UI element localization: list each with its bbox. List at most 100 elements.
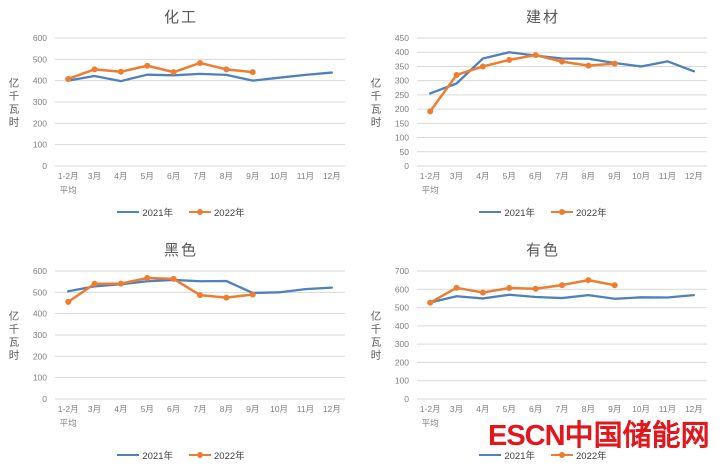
x-tick-label: 3月 bbox=[88, 171, 101, 181]
chart-plot-area: 0 50 100 150 200 250 300 350 400 450 1-2月 3月 4月 5月 6月 7… bbox=[371, 33, 707, 195]
x-tick-label: 9月 bbox=[608, 404, 621, 414]
x-tick-label: 3月 bbox=[450, 404, 463, 414]
y-axis-title-char: 千 bbox=[371, 91, 382, 103]
y-tick-label: 300 bbox=[395, 76, 409, 86]
series-line-2022年 bbox=[428, 53, 616, 113]
chart-nonferrous: 有色 0 100 200 300 400 500 600 700 1-2月 3月 4月 5月 6月 7月 8… bbox=[362, 233, 724, 466]
x-tick-label: 8月 bbox=[582, 404, 595, 414]
x-tick-label: 9月 bbox=[608, 171, 621, 181]
watermark-latin-text: ESCN bbox=[488, 420, 566, 452]
series-marker-2022年 bbox=[117, 280, 124, 287]
series-marker-2022年 bbox=[65, 298, 72, 305]
legend-line-2021-icon bbox=[479, 453, 502, 457]
series-line-2021年 bbox=[429, 293, 695, 304]
x-tick-label: 8月 bbox=[220, 171, 233, 181]
series-marker-2022年 bbox=[249, 69, 256, 76]
y-tick-label: 600 bbox=[395, 284, 409, 294]
y-tick-label: 500 bbox=[33, 287, 47, 297]
legend-label-2021: 2021年 bbox=[142, 451, 173, 462]
x-tick-label: 6月 bbox=[167, 404, 180, 414]
x-tick-label: 10月 bbox=[632, 404, 650, 414]
legend-line-2022-icon bbox=[189, 452, 211, 458]
legend-line-2021-icon bbox=[479, 210, 502, 214]
y-tick-label: 400 bbox=[395, 47, 409, 57]
y-tick-label: 450 bbox=[395, 33, 409, 43]
legend-line-2021-icon bbox=[117, 210, 140, 214]
legend-item-2022: 2022年 bbox=[551, 448, 607, 462]
x-tick-label-second-line: 平均 bbox=[422, 418, 439, 428]
x-tick-label: 4月 bbox=[476, 404, 489, 414]
y-axis-title-char: 瓦 bbox=[371, 104, 382, 116]
series-marker-2022年 bbox=[117, 68, 124, 75]
series-marker-2022年 bbox=[170, 275, 177, 282]
y-tick-label: 0 bbox=[404, 161, 409, 171]
series-marker-2022年 bbox=[585, 62, 592, 69]
chart-title: 有色 bbox=[525, 242, 560, 259]
x-tick-label: 4月 bbox=[114, 171, 127, 181]
y-tick-label: 300 bbox=[33, 330, 47, 340]
x-tick-label: 3月 bbox=[88, 404, 101, 414]
y-axis-title-char: 千 bbox=[371, 324, 382, 336]
chart-chemical: 化工 0 100 200 300 400 500 600 1-2月 3月 4月 5月 6月 7月 8月 9月… bbox=[0, 0, 362, 233]
y-tick-label: 300 bbox=[33, 97, 47, 107]
legend-label-2022: 2022年 bbox=[576, 451, 607, 462]
series-line-2022年 bbox=[66, 276, 254, 304]
series-marker-2022年 bbox=[249, 291, 256, 298]
watermark-cjk-text: 中国储能网 bbox=[564, 420, 710, 452]
y-tick-label: 300 bbox=[395, 339, 409, 349]
series-marker-2022年 bbox=[479, 63, 486, 70]
y-axis-title-char: 亿 bbox=[9, 310, 20, 323]
legend-label-2021: 2021年 bbox=[142, 208, 173, 219]
x-tick-label: 6月 bbox=[529, 404, 542, 414]
y-axis-title-char: 瓦 bbox=[9, 337, 20, 349]
legend-label-2021: 2021年 bbox=[504, 208, 535, 219]
x-tick-label: 6月 bbox=[167, 171, 180, 181]
series-marker-2022年 bbox=[427, 299, 434, 306]
series-line-2021年 bbox=[429, 51, 695, 95]
chart-title: 化工 bbox=[163, 9, 198, 26]
x-tick-label: 1-2月 bbox=[420, 171, 441, 181]
y-axis-title-char: 时 bbox=[371, 117, 382, 129]
series-marker-2022年 bbox=[144, 62, 151, 69]
series-marker-2022年 bbox=[223, 66, 230, 73]
y-tick-label: 100 bbox=[395, 376, 409, 386]
series-line-2021年 bbox=[67, 71, 333, 83]
chart-building-materials: 建材 0 50 100 150 200 250 300 350 400 450 1-2月 3月 4月 5月… bbox=[362, 0, 724, 233]
series-line-2021年 bbox=[67, 278, 333, 295]
x-tick-label: 7月 bbox=[555, 171, 568, 181]
x-tick-label-second-line: 平均 bbox=[422, 185, 439, 195]
y-axis-title-char: 瓦 bbox=[371, 337, 382, 349]
x-tick-label: 11月 bbox=[659, 404, 676, 414]
x-tick-label: 7月 bbox=[193, 404, 206, 414]
x-tick-label: 12月 bbox=[685, 404, 703, 414]
legend-item-2022: 2022年 bbox=[189, 448, 245, 462]
series-marker-2022年 bbox=[65, 75, 72, 82]
series-marker-2022年 bbox=[453, 284, 460, 291]
x-tick-label-second-line: 平均 bbox=[60, 418, 77, 428]
x-tick-label: 5月 bbox=[141, 404, 154, 414]
x-tick-label: 9月 bbox=[246, 404, 259, 414]
y-tick-label: 250 bbox=[395, 90, 409, 100]
y-axis-title-char: 亿 bbox=[371, 77, 382, 90]
x-tick-label: 11月 bbox=[659, 171, 676, 181]
x-tick-label: 1-2月 bbox=[58, 171, 79, 181]
series-marker-2022年 bbox=[144, 275, 151, 282]
series-marker-2022年 bbox=[223, 294, 230, 301]
y-tick-label: 0 bbox=[42, 394, 47, 404]
y-tick-label: 100 bbox=[395, 133, 409, 143]
y-axis-title-char: 时 bbox=[9, 350, 20, 362]
x-tick-label: 10月 bbox=[632, 171, 650, 181]
series-marker-2022年 bbox=[453, 71, 460, 78]
series-marker-2022年 bbox=[91, 66, 98, 73]
y-axis-title-char: 瓦 bbox=[9, 104, 20, 116]
x-tick-label: 8月 bbox=[582, 171, 595, 181]
x-tick-label: 5月 bbox=[503, 404, 516, 414]
x-tick-label: 4月 bbox=[114, 404, 127, 414]
series-marker-2022年 bbox=[427, 108, 434, 115]
y-tick-label: 200 bbox=[33, 351, 47, 361]
series-marker-2022年 bbox=[506, 56, 513, 63]
chart-title: 建材 bbox=[525, 9, 560, 26]
legend-item-2021: 2021年 bbox=[479, 448, 535, 462]
x-tick-label: 6月 bbox=[529, 171, 542, 181]
y-tick-label: 400 bbox=[395, 321, 409, 331]
